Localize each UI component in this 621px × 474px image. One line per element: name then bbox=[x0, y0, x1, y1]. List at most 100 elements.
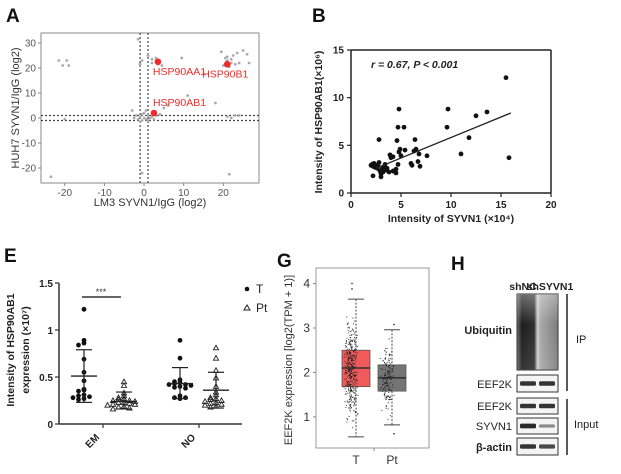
jitter-point bbox=[353, 351, 355, 353]
jitter-point bbox=[344, 379, 346, 381]
jitter-point bbox=[379, 357, 381, 360]
jitter-point bbox=[350, 389, 352, 391]
jitter-point bbox=[348, 395, 351, 397]
jitter-point bbox=[349, 357, 351, 359]
jitter-point bbox=[345, 385, 347, 387]
jitter-point bbox=[356, 379, 358, 381]
jitter-point bbox=[384, 386, 386, 388]
jitter-point bbox=[388, 338, 390, 340]
jitter-point bbox=[348, 385, 351, 387]
jitter-point bbox=[355, 357, 357, 359]
jitter-point bbox=[350, 346, 352, 348]
jitter-point bbox=[349, 372, 351, 375]
jitter-point bbox=[350, 359, 353, 362]
jitter-point bbox=[384, 396, 386, 398]
jitter-point bbox=[344, 372, 346, 374]
jitter-point bbox=[385, 363, 387, 365]
y-tick-label: 2 bbox=[303, 365, 310, 379]
blot-lane-frame bbox=[516, 374, 559, 393]
jitter-point bbox=[345, 341, 347, 343]
x-tick-label: 10 bbox=[445, 200, 457, 211]
grey-point bbox=[138, 62, 142, 66]
jitter-point bbox=[345, 351, 347, 353]
jitter-point bbox=[354, 332, 356, 334]
jitter-point bbox=[349, 410, 351, 412]
jitter-point bbox=[354, 392, 356, 394]
jitter-point bbox=[351, 369, 353, 371]
grey-point bbox=[221, 64, 225, 67]
data-point bbox=[409, 162, 415, 168]
jitter-point bbox=[385, 348, 387, 350]
jitter-point bbox=[346, 384, 349, 386]
jitter-point bbox=[354, 342, 356, 344]
grey-point bbox=[136, 37, 140, 41]
jitter-point bbox=[393, 394, 395, 397]
jitter-point bbox=[386, 381, 388, 383]
jitter-point bbox=[352, 317, 354, 319]
data-point bbox=[386, 169, 392, 175]
grey-point bbox=[237, 114, 241, 117]
jitter-point bbox=[353, 389, 355, 391]
jitter-point bbox=[347, 352, 349, 354]
jitter-point bbox=[380, 375, 382, 377]
jitter-point bbox=[350, 372, 352, 374]
jitter-point bbox=[352, 323, 354, 325]
jitter-point bbox=[389, 396, 392, 398]
jitter-point bbox=[353, 374, 356, 376]
jitter-point bbox=[392, 365, 394, 367]
jitter-point bbox=[347, 392, 349, 394]
grey-point bbox=[130, 109, 134, 112]
jitter-point bbox=[349, 384, 351, 386]
jitter-point bbox=[384, 395, 386, 397]
jitter-point bbox=[354, 383, 356, 385]
data-point bbox=[390, 154, 396, 160]
highlight-point bbox=[223, 60, 231, 68]
grey-point bbox=[235, 51, 239, 55]
jitter-point bbox=[353, 379, 355, 381]
jitter-point bbox=[346, 380, 348, 382]
panel-g-ticks: 1 2 3 4 T Pt bbox=[303, 277, 398, 467]
panel-b-y-label: Intensity of HSP90AB1(×10⁶) bbox=[313, 51, 325, 194]
jitter-point bbox=[350, 396, 352, 398]
y-tick-label: 10 bbox=[25, 89, 37, 100]
x-tick-label: 20 bbox=[545, 200, 557, 211]
jitter-point bbox=[344, 401, 346, 403]
jitter-point bbox=[348, 353, 350, 355]
jitter-point bbox=[345, 369, 348, 371]
jitter-point bbox=[347, 348, 349, 350]
jitter-point bbox=[351, 367, 353, 369]
jitter-point bbox=[343, 356, 345, 358]
panel-b-points bbox=[368, 75, 512, 180]
t-point bbox=[172, 384, 177, 390]
jitter-point bbox=[384, 363, 386, 365]
jitter-point bbox=[382, 390, 384, 393]
grey-point bbox=[237, 61, 241, 65]
jitter-point bbox=[350, 380, 352, 382]
jitter-point bbox=[350, 386, 352, 388]
jitter-point bbox=[344, 345, 346, 347]
y-tick-label: 4 bbox=[303, 277, 310, 291]
jitter-point bbox=[345, 342, 347, 344]
grey-point bbox=[49, 175, 53, 179]
jitter-point bbox=[391, 368, 393, 370]
y-tick-label: 0 bbox=[338, 189, 344, 200]
jitter-point bbox=[353, 333, 355, 335]
y-tick-label: 0.5 bbox=[39, 373, 53, 384]
legend-t-marker bbox=[244, 286, 250, 292]
t-point bbox=[81, 340, 87, 346]
jitter-point bbox=[346, 316, 348, 318]
jitter-point bbox=[384, 368, 387, 371]
jitter-point bbox=[350, 398, 352, 400]
jitter-point bbox=[348, 341, 350, 343]
jitter-point bbox=[388, 387, 391, 389]
jitter-point bbox=[350, 370, 352, 372]
jitter-point bbox=[348, 401, 351, 403]
panel-g-boxes bbox=[341, 282, 407, 438]
panel-g-plot-frame bbox=[315, 267, 430, 449]
jitter-point bbox=[389, 358, 391, 360]
jitter-point bbox=[349, 407, 351, 409]
grey-point bbox=[233, 62, 237, 66]
jitter-point bbox=[348, 399, 350, 401]
y-tick-label: 20 bbox=[25, 64, 37, 75]
jitter-point bbox=[383, 361, 386, 364]
